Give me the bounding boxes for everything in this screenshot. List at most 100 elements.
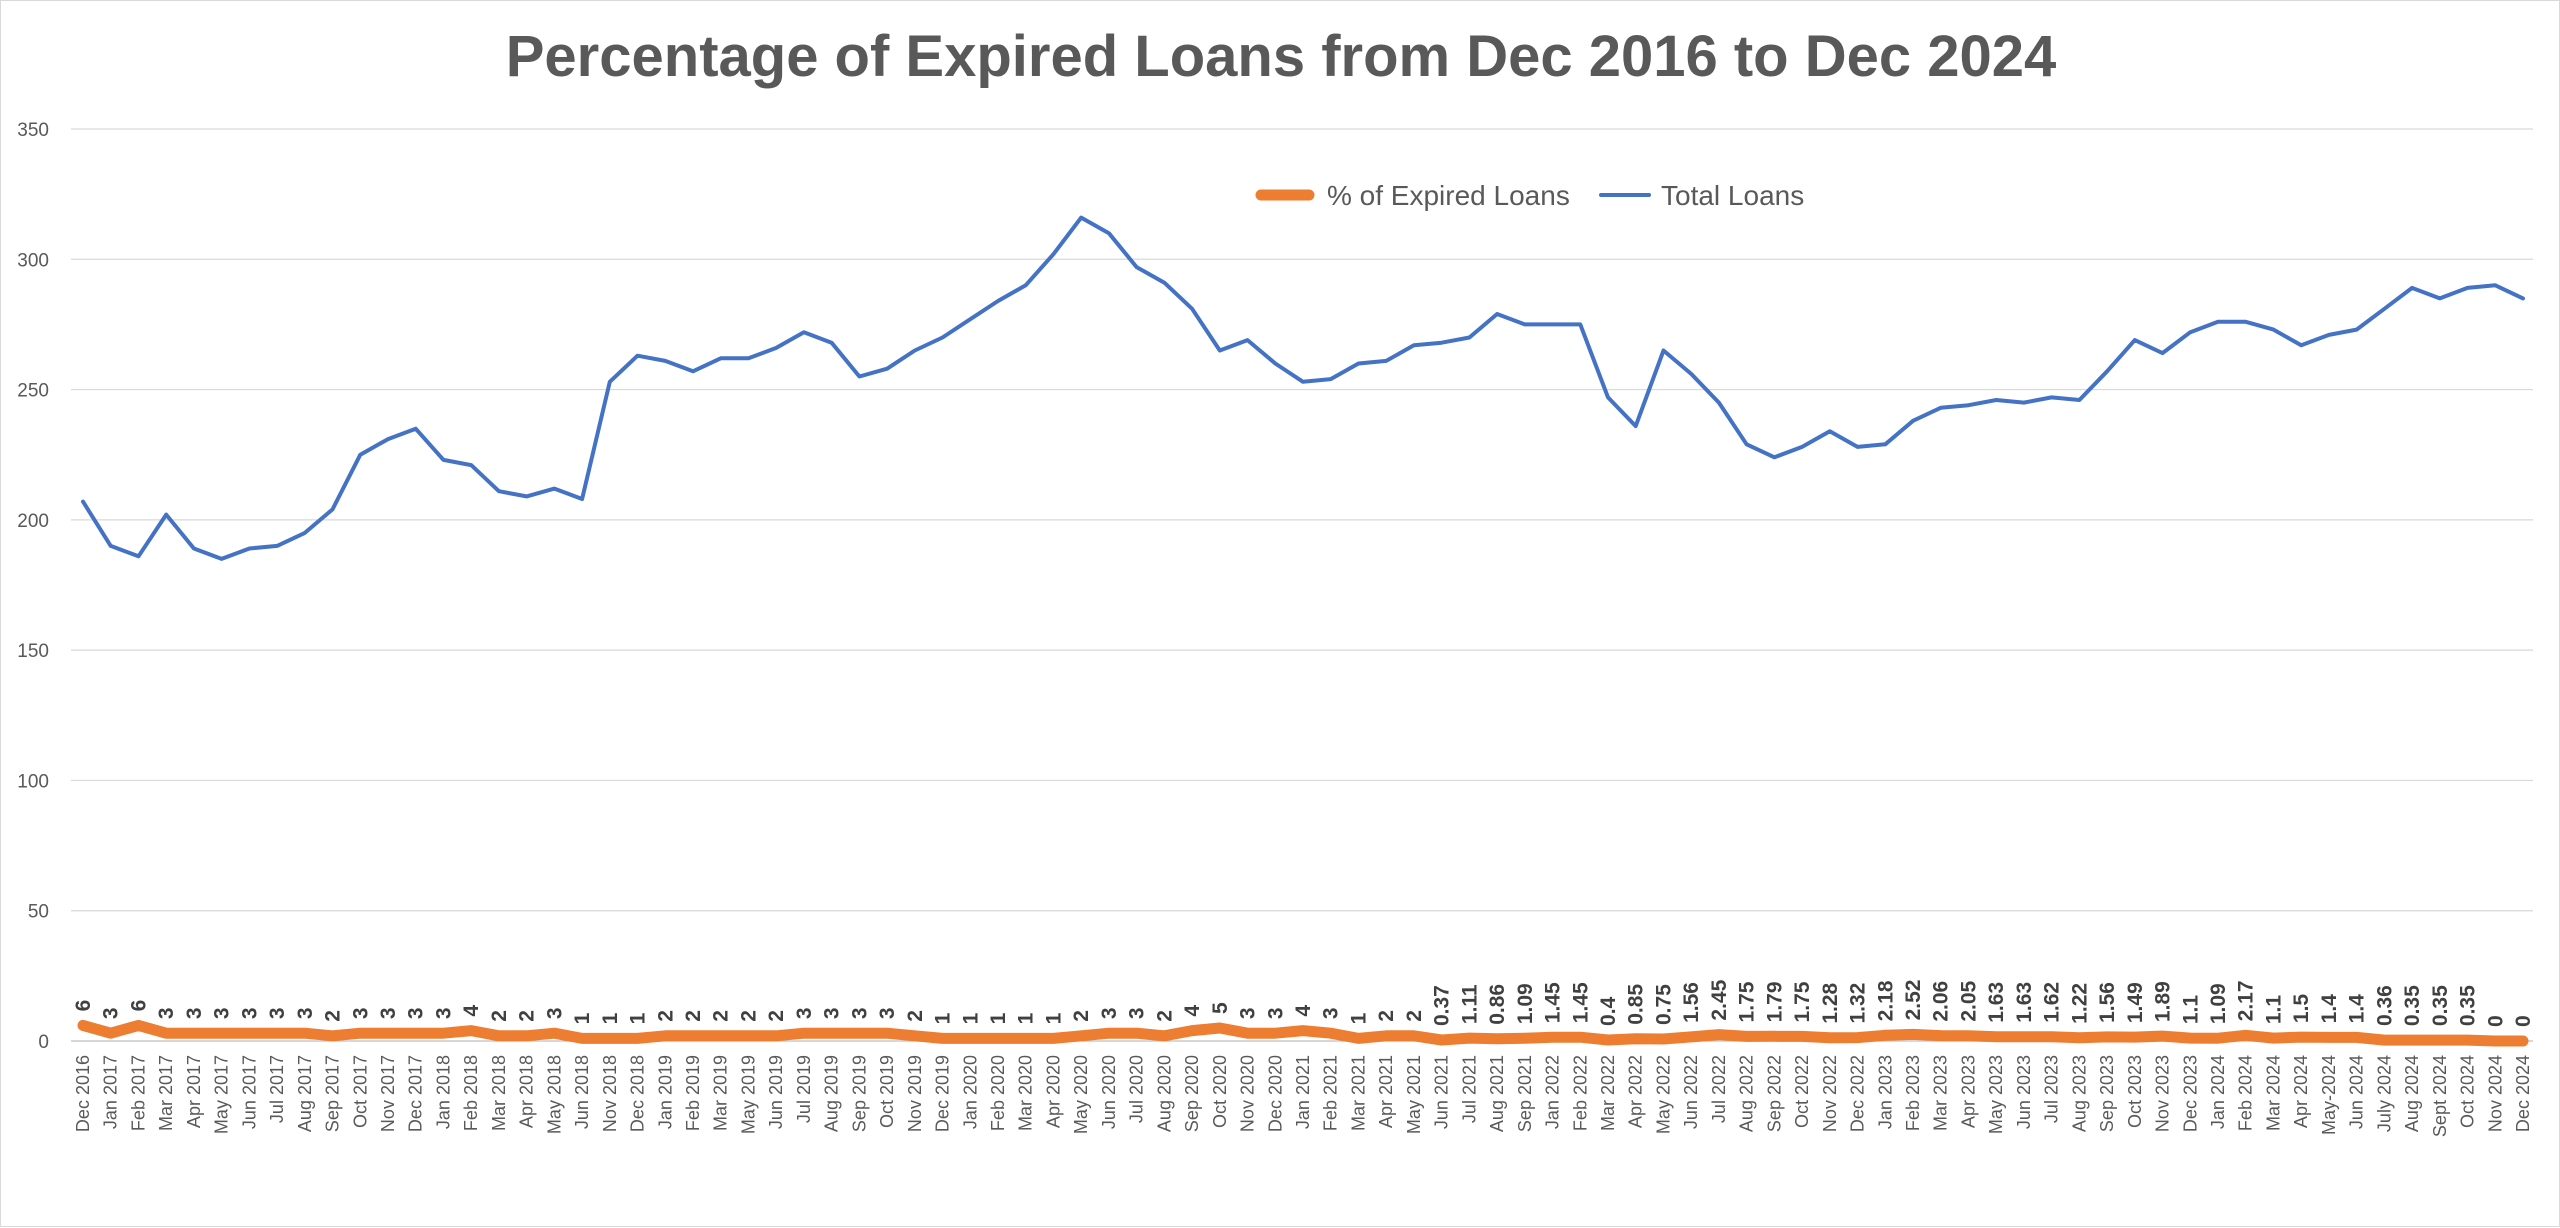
x-tick-label: Nov 2018 <box>600 1055 620 1132</box>
x-tick-label: July 2024 <box>2374 1055 2394 1132</box>
data-label: 3 <box>294 1007 317 1019</box>
x-tick-label: Feb 2023 <box>1903 1055 1923 1131</box>
x-tick-label: Nov 2019 <box>905 1055 925 1132</box>
chart-title: Percentage of Expired Loans from Dec 201… <box>505 24 2057 89</box>
x-tick-label: Aug 2017 <box>295 1055 315 1132</box>
x-tick-label: Feb 2022 <box>1570 1055 1590 1131</box>
data-label: 3 <box>1126 1007 1149 1019</box>
data-label: 0.37 <box>1431 985 1454 1026</box>
x-tick-label: Oct 2019 <box>877 1055 897 1128</box>
data-label: 0.75 <box>1652 984 1675 1025</box>
x-tick-label: May 2022 <box>1653 1055 1673 1134</box>
data-label: 3 <box>1264 1007 1287 1019</box>
x-tick-label: Jun 2024 <box>2347 1055 2367 1129</box>
x-tick-label: Sep 2021 <box>1515 1055 1535 1132</box>
x-tick-label: Jan 2021 <box>1293 1055 1313 1129</box>
x-tick-label: Oct 2024 <box>2458 1055 2478 1128</box>
data-label: 1 <box>571 1012 594 1024</box>
data-label: 1.4 <box>2346 994 2369 1024</box>
x-tick-label: Dec 2019 <box>933 1055 953 1132</box>
data-label: 3 <box>211 1007 234 1019</box>
x-tick-label: Nov 2017 <box>378 1055 398 1132</box>
y-tick-label: 0 <box>38 1032 49 1053</box>
y-tick-label: 300 <box>17 250 49 271</box>
x-tick-label: Mar 2022 <box>1598 1055 1618 1131</box>
series-lines <box>77 215 2529 1047</box>
data-label: 1 <box>987 1012 1010 1024</box>
data-label: 2.45 <box>1708 979 1731 1020</box>
x-tick-label: Apr 2020 <box>1043 1055 1063 1128</box>
x-tick-label: Dec 2023 <box>2180 1055 2200 1132</box>
data-label: 0.35 <box>2457 985 2480 1026</box>
data-label: 1.5 <box>2290 994 2313 1024</box>
data-label: 3 <box>1098 1007 1121 1019</box>
data-label: 3 <box>377 1007 400 1019</box>
data-label: 3 <box>238 1007 261 1019</box>
x-tick-label: Sep 2019 <box>849 1055 869 1132</box>
x-tick-label: Aug 2022 <box>1737 1055 1757 1132</box>
x-tick-label: Sep 2020 <box>1182 1055 1202 1132</box>
data-label: 2 <box>1403 1010 1426 1022</box>
x-tick-label: Apr 2021 <box>1376 1055 1396 1128</box>
data-label: 3 <box>821 1007 844 1019</box>
data-label: 1.49 <box>2124 982 2147 1023</box>
legend-label-expired: % of Expired Loans <box>1327 180 1570 211</box>
data-label: 2 <box>1153 1010 1176 1022</box>
x-tick-label: Jan 2024 <box>2208 1055 2228 1129</box>
x-tick-label: Oct 2020 <box>1210 1055 1230 1128</box>
data-label: 3 <box>349 1007 372 1019</box>
x-tick-label: Aug 2021 <box>1487 1055 1507 1132</box>
data-label: 2.52 <box>1902 980 1925 1021</box>
data-label: 3 <box>155 1007 178 1019</box>
x-tick-label: May 2023 <box>1986 1055 2006 1134</box>
x-tick-label: Jun 2023 <box>2014 1055 2034 1129</box>
x-tick-label: Sep 2017 <box>323 1055 343 1132</box>
x-tick-label: Dec 2017 <box>406 1055 426 1132</box>
data-label: 2 <box>765 1010 788 1022</box>
x-tick-label: Oct 2023 <box>2125 1055 2145 1128</box>
x-tick-label: Dec 2016 <box>73 1055 93 1132</box>
data-label: 1 <box>599 1012 622 1024</box>
data-label: 2 <box>1070 1010 1093 1022</box>
x-tick-label: Nov 2023 <box>2153 1055 2173 1132</box>
x-tick-label: Jul 2023 <box>2042 1055 2062 1123</box>
x-tick-label: Jan 2022 <box>1543 1055 1563 1129</box>
data-label: 4 <box>460 1005 483 1017</box>
data-label: 5 <box>1209 1002 1232 1014</box>
data-label: 1 <box>627 1012 650 1024</box>
data-label: 0 <box>2484 1015 2507 1027</box>
x-tick-label: Dec 2018 <box>628 1055 648 1132</box>
x-tick-label: Sep 2023 <box>2097 1055 2117 1132</box>
x-tick-label: Jan 2018 <box>433 1055 453 1129</box>
data-label: 2.18 <box>1874 980 1897 1021</box>
data-label: 3 <box>848 1007 871 1019</box>
x-tick-label: Mar 2021 <box>1348 1055 1368 1131</box>
data-label: 2 <box>737 1010 760 1022</box>
data-label: 0.36 <box>2373 985 2396 1026</box>
data-label: 6 <box>127 1000 150 1012</box>
x-tick-label: Mar 2019 <box>711 1055 731 1131</box>
data-label: 3 <box>1237 1007 1260 1019</box>
x-tick-label: Nov 2024 <box>2485 1055 2505 1132</box>
data-label: 6 <box>72 1000 95 1012</box>
data-label: 3 <box>1320 1007 1343 1019</box>
gridlines <box>71 128 2533 1042</box>
x-tick-label: May 2018 <box>544 1055 564 1134</box>
data-label: 1.1 <box>2262 995 2285 1025</box>
data-label: 1 <box>932 1012 955 1024</box>
data-label: 2 <box>904 1010 927 1022</box>
data-label: 0.86 <box>1486 984 1509 1025</box>
data-label: 0.4 <box>1597 996 1620 1026</box>
x-tick-label: Jul 2019 <box>794 1055 814 1123</box>
data-label: 2 <box>654 1010 677 1022</box>
y-tick-label: 350 <box>17 120 49 141</box>
data-label: 1.56 <box>2096 982 2119 1023</box>
data-label: 1.89 <box>2152 981 2175 1022</box>
data-label: 1.09 <box>2207 983 2230 1024</box>
data-label: 1.63 <box>1985 982 2008 1023</box>
data-label: 2 <box>516 1010 539 1022</box>
x-tick-label: Mar 2018 <box>489 1055 509 1131</box>
data-label: 3 <box>100 1007 123 1019</box>
